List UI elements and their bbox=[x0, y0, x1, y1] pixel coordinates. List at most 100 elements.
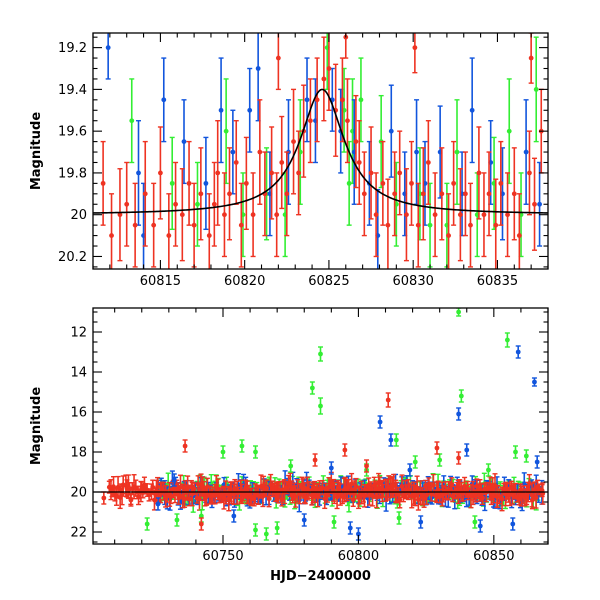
data-point-red bbox=[215, 120, 221, 226]
data-point-red bbox=[321, 36, 327, 122]
data-point-red bbox=[312, 453, 318, 467]
data-point-red bbox=[166, 193, 172, 269]
data-point-green bbox=[194, 161, 200, 247]
data-point-blue bbox=[267, 151, 273, 237]
data-point-green bbox=[263, 527, 269, 541]
data-point-red bbox=[353, 94, 359, 189]
data-point-red bbox=[250, 172, 256, 258]
data-point-green bbox=[253, 445, 258, 459]
y-tick-label: 20 bbox=[70, 208, 87, 223]
data-point-red bbox=[185, 475, 191, 501]
data-point-red bbox=[392, 151, 398, 237]
data-point-blue bbox=[418, 515, 424, 529]
data-point-red bbox=[420, 147, 426, 241]
y-tick-label: 12 bbox=[70, 326, 87, 341]
data-point-red bbox=[243, 136, 249, 231]
data-point-green bbox=[318, 397, 323, 415]
data-point-red bbox=[266, 490, 272, 508]
data-point-red bbox=[157, 126, 163, 220]
data-point-red bbox=[380, 140, 386, 226]
data-point-blue bbox=[231, 509, 237, 523]
data-point-red bbox=[481, 172, 487, 258]
axes-frame bbox=[92, 32, 549, 270]
data-point-blue bbox=[523, 99, 529, 205]
data-point-blue bbox=[388, 84, 394, 178]
data-point-red bbox=[191, 182, 197, 268]
data-point-red bbox=[211, 161, 217, 247]
data-point-blue bbox=[329, 67, 335, 132]
data-point-red bbox=[361, 151, 367, 237]
data-point-blue bbox=[456, 407, 462, 421]
data-point-red bbox=[238, 182, 244, 268]
data-point-red bbox=[227, 147, 232, 241]
data-point-blue bbox=[136, 120, 141, 226]
data-point-green bbox=[458, 389, 464, 403]
axes-frame bbox=[92, 307, 549, 545]
data-point-red bbox=[314, 57, 320, 143]
y-tick-label: 19.4 bbox=[58, 83, 87, 98]
y-tick-label: 19.2 bbox=[58, 41, 87, 56]
data-point-green bbox=[454, 99, 460, 205]
data-point-green bbox=[485, 463, 491, 477]
data-point-red bbox=[476, 126, 482, 220]
data-point-red bbox=[505, 172, 511, 258]
data-point-blue bbox=[388, 433, 394, 447]
data-point-blue bbox=[377, 415, 383, 429]
data-point-red bbox=[364, 459, 370, 473]
data-point-red bbox=[370, 484, 376, 507]
x-tick-label: 60750 bbox=[202, 549, 243, 564]
data-point-green bbox=[331, 515, 337, 529]
data-point-red bbox=[432, 172, 438, 258]
y-tick-label: 16 bbox=[70, 406, 87, 421]
data-point-green bbox=[437, 453, 443, 467]
data-point-red bbox=[279, 115, 285, 210]
data-point-green bbox=[223, 78, 229, 185]
data-point-green bbox=[169, 136, 175, 231]
data-point-red bbox=[221, 172, 227, 258]
y-tick-label: 20.2 bbox=[58, 250, 87, 265]
data-point-blue bbox=[203, 136, 209, 231]
data-point-red bbox=[486, 151, 492, 237]
data-point-red bbox=[409, 140, 414, 226]
data-point-blue bbox=[171, 473, 177, 487]
data-point-green bbox=[253, 523, 258, 537]
data-point-blue bbox=[510, 517, 516, 531]
data-point-blue bbox=[255, 33, 261, 122]
data-point-red bbox=[117, 483, 123, 497]
data-point-red bbox=[124, 161, 130, 247]
data-point-red bbox=[117, 168, 123, 262]
data-point-blue bbox=[230, 109, 236, 195]
data-point-red bbox=[456, 451, 462, 465]
data-point-red bbox=[425, 120, 431, 205]
x-tick-label: 60815 bbox=[140, 274, 181, 289]
data-point-red bbox=[152, 487, 158, 501]
data-point-green bbox=[318, 346, 323, 362]
data-point-red bbox=[528, 33, 534, 84]
data-point-green bbox=[533, 36, 539, 143]
data-point-green bbox=[239, 439, 245, 453]
data-point-red bbox=[173, 161, 179, 247]
data-point-blue bbox=[301, 513, 307, 527]
data-point-red bbox=[434, 441, 440, 455]
data-point-green bbox=[129, 78, 135, 164]
y-axis-title: Magnitude bbox=[29, 112, 44, 191]
data-point-red bbox=[467, 182, 473, 268]
data-point-green bbox=[309, 381, 315, 395]
data-point-red bbox=[182, 439, 188, 453]
data-point-red bbox=[373, 172, 379, 258]
data-point-red bbox=[439, 147, 445, 241]
data-point-red bbox=[342, 443, 348, 457]
data-point-red bbox=[307, 78, 313, 164]
data-point-red bbox=[339, 57, 345, 143]
data-point-red bbox=[151, 182, 157, 268]
data-point-red bbox=[493, 178, 499, 269]
data-point-red bbox=[315, 483, 321, 508]
data-point-blue bbox=[464, 443, 470, 457]
data-point-blue bbox=[515, 345, 521, 359]
x-tick-label: 60835 bbox=[477, 274, 518, 289]
data-point-green bbox=[396, 511, 402, 525]
data-point-red bbox=[462, 151, 468, 237]
data-point-red bbox=[529, 490, 535, 510]
x-axis-title: HJD−2400000 bbox=[270, 569, 371, 584]
data-point-red bbox=[415, 182, 421, 268]
